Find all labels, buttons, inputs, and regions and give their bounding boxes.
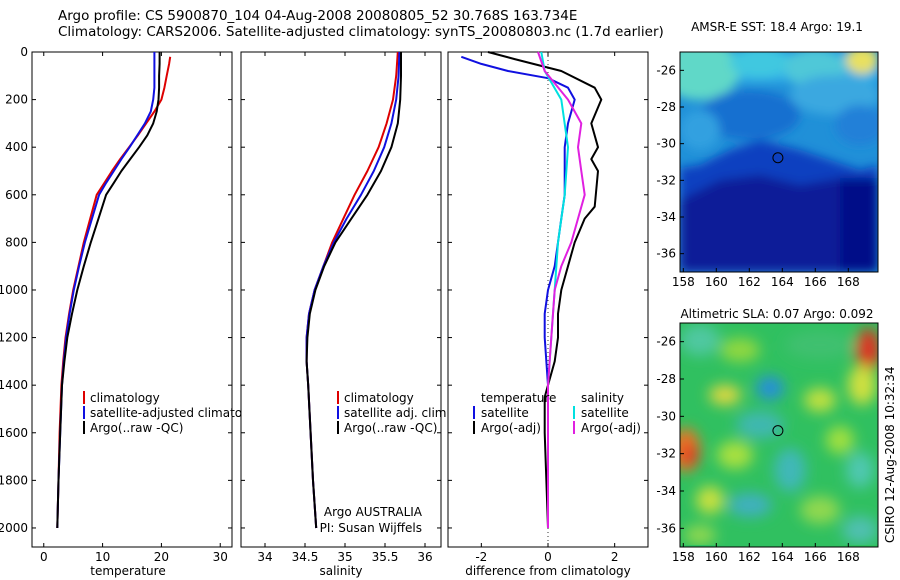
x-tick-label: 20 [154,550,169,564]
map-x-tick-label: 158 [672,275,695,289]
y-tick-label: 1200 [0,331,28,345]
map-y-tick-label: -34 [656,210,676,224]
y-tick-label: 1600 [0,426,28,440]
legend-label: satellite [581,406,629,420]
map-x-tick-label: 168 [837,275,860,289]
y-tick-label: 0 [20,45,28,59]
legend-label: satellite [481,406,529,420]
map-x-tick-label: 164 [771,275,794,289]
credit-argo-australia: Argo AUSTRALIA [324,505,423,519]
map-x-tick-label: 160 [705,275,728,289]
map-x-tick-label: 162 [738,275,761,289]
x-tick-label: 34.5 [292,550,319,564]
legend-label: climatology [344,391,414,405]
x-tick-label: 35.5 [372,550,399,564]
series-line-argo-raw-qc- [56,52,161,529]
series-line-temperature-argo-adj- [487,51,603,529]
map-y-tick-label: -36 [656,247,676,261]
legend-label: Argo(..raw -QC) [90,421,183,435]
salinity-xlabel: salinity [319,564,362,578]
temperature-panel: 0 200 400 600 800 1000 1200 1400 1600 1800 2000 0 1… [0,45,268,578]
legend-title-salinity: salinity [581,391,624,405]
map-y-tick-label: -32 [656,447,676,461]
map-x-tick-label: 162 [738,550,761,564]
map-y-tick-label: -26 [656,63,676,77]
sst-map-frame [679,51,879,273]
sla-map-title: Altimetric SLA: 0.07 Argo: 0.092 [680,307,873,321]
x-tick-label: 10 [95,550,110,564]
argo-location-marker [772,425,784,437]
x-tick-label: 35 [337,550,352,564]
x-tick-label: 34 [257,550,272,564]
legend-label: Argo(..raw -QC) [344,421,437,435]
map-x-tick-label: 168 [837,550,860,564]
credit-pi: PI: Susan Wijffels [320,521,422,535]
x-tick-label: -2 [475,550,487,564]
sst-map: 158 160 162 164 166 168 -26 -28 -30 -32 -34 -36 [656,51,879,289]
x-tick-label: 36 [417,550,432,564]
legend-title-temperature: temperature [481,391,556,405]
legend-label: climatology [90,391,160,405]
map-y-tick-label: -30 [656,409,676,423]
salinity-panel: 34 34.5 35 35.5 36 salinity climatology sate… [240,51,450,578]
map-y-tick-label: -32 [656,173,676,187]
difference-xlabel: difference from climatology [465,564,631,578]
y-tick-label: 600 [5,188,28,202]
salinity-legend: climatology satellite adj. clim. Argo(..… [337,391,450,435]
legend-label: Argo(-adj) [481,421,541,435]
x-tick-label: 0 [544,550,552,564]
series-line-argo-raw-qc- [305,52,402,529]
argo-location-marker [772,152,784,164]
y-tick-label: 1000 [0,283,28,297]
temperature-legend: climatology satellite-adjusted climatolo… [83,391,268,435]
map-y-tick-label: -28 [656,372,676,386]
map-x-tick-label: 166 [804,550,827,564]
temperature-xlabel: temperature [90,564,165,578]
map-y-tick-label: -26 [656,335,676,349]
x-tick-label: 30 [213,550,228,564]
map-y-tick-label: -36 [656,521,676,535]
difference-legend: temperature satellite Argo(-adj) salinit… [473,391,641,435]
figure-title-line1: Argo profile: CS 5900870_104 04-Aug-2008… [58,8,578,24]
y-tick-label: 800 [5,235,28,249]
series-line-salinity-argo-adj- [537,51,586,528]
map-y-tick-label: -30 [656,137,676,151]
y-tick-label: 2000 [0,521,28,535]
sst-map-title: AMSR-E SST: 18.4 Argo: 19.1 [691,20,863,34]
x-tick-label: 0 [40,550,48,564]
figure-title-line2: Climatology: CARS2006. Satellite-adjuste… [58,24,664,40]
y-tick-label: 400 [5,140,28,154]
legend-label: satellite adj. clim. [344,406,450,420]
y-tick-label: 200 [5,93,28,107]
temperature-axes-frame [31,51,233,548]
y-tick-label: 1400 [0,378,28,392]
map-y-tick-label: -28 [656,100,676,114]
map-x-tick-label: 160 [705,550,728,564]
sla-map-frame [679,322,879,548]
difference-panel: -2 0 2 difference from climatology tempera… [447,51,649,578]
salinity-axes-frame [240,51,442,548]
map-y-tick-label: -34 [656,484,676,498]
legend-label: Argo(-adj) [581,421,641,435]
map-x-tick-label: 166 [804,275,827,289]
map-x-tick-label: 158 [672,550,695,564]
sla-map: 158 160 162 164 166 168 -26 -28 -30 -32 -34 -36 [656,322,879,564]
map-x-tick-label: 164 [771,550,794,564]
csiro-timestamp: CSIRO 12-Aug-2008 10:32:34 [883,367,897,543]
y-tick-label: 1800 [0,473,28,487]
x-tick-label: 2 [611,550,619,564]
legend-label: satellite-adjusted climatology [90,406,268,420]
